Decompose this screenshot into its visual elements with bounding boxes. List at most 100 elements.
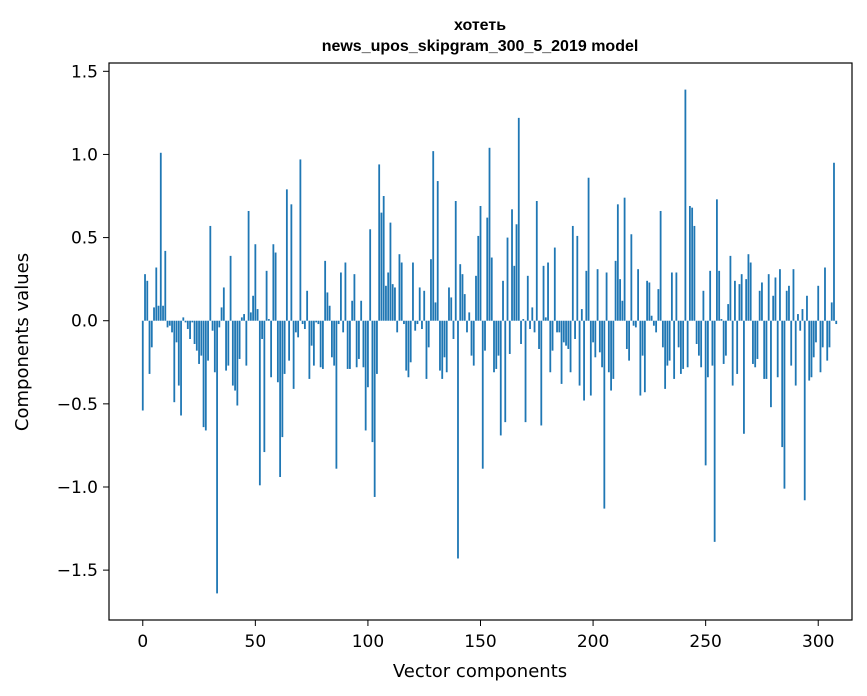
- bar: [722, 320, 725, 364]
- y-tick-label: 1.0: [71, 145, 98, 165]
- bar: [707, 320, 709, 378]
- bar: [436, 181, 439, 321]
- bar: [407, 320, 410, 378]
- bar: [731, 320, 734, 386]
- bar: [400, 262, 403, 321]
- bar: [702, 290, 705, 321]
- bar: [371, 320, 374, 443]
- bar: [630, 234, 633, 321]
- bar: [274, 252, 277, 321]
- bar: [261, 320, 264, 340]
- bar: [443, 320, 446, 358]
- bar: [321, 320, 324, 369]
- bar: [186, 320, 189, 330]
- bar: [189, 320, 191, 340]
- bar: [254, 244, 257, 321]
- bar: [470, 320, 473, 356]
- bar: [749, 262, 752, 321]
- bar: [276, 320, 279, 383]
- bar: [421, 320, 423, 330]
- y-tick-label: 0.5: [71, 229, 98, 249]
- bar: [637, 269, 640, 321]
- bar: [695, 320, 698, 344]
- bar: [292, 320, 295, 389]
- bar: [290, 204, 293, 321]
- bar: [783, 320, 786, 489]
- bar: [173, 320, 176, 403]
- bar: [601, 320, 603, 368]
- bar: [362, 320, 365, 368]
- x-tick-label: 200: [577, 632, 609, 652]
- bar: [821, 320, 824, 348]
- bar: [211, 320, 214, 331]
- bar: [797, 314, 799, 321]
- x-tick-label: 50: [245, 632, 267, 652]
- bar: [607, 320, 610, 373]
- bar: [382, 196, 385, 321]
- bar: [497, 320, 500, 356]
- bar: [330, 320, 333, 358]
- bar: [150, 320, 153, 348]
- bar: [621, 300, 624, 321]
- bar: [369, 229, 372, 321]
- bar: [747, 254, 750, 321]
- bar: [729, 255, 732, 321]
- bar: [288, 320, 291, 361]
- bar: [324, 260, 327, 321]
- bar: [364, 320, 367, 431]
- bar: [164, 250, 167, 321]
- bar-series: [141, 89, 838, 594]
- bar: [785, 290, 788, 321]
- bar: [833, 162, 835, 321]
- bar: [677, 320, 680, 348]
- bar: [461, 274, 464, 321]
- bar: [423, 290, 426, 321]
- bar: [301, 320, 304, 325]
- bar: [207, 320, 209, 361]
- bar: [297, 320, 300, 338]
- bar: [743, 320, 745, 434]
- bar: [661, 320, 664, 348]
- x-axis-ticks: 0 50 100 150 200 250 300: [137, 620, 834, 652]
- y-tick-label: −1.5: [57, 561, 98, 581]
- bar: [508, 320, 511, 354]
- bar: [310, 320, 313, 346]
- bar: [387, 272, 390, 321]
- bar: [146, 280, 149, 321]
- bar: [213, 320, 216, 373]
- bar: [434, 302, 437, 321]
- bar: [306, 290, 309, 321]
- bar: [184, 320, 187, 323]
- bar: [270, 320, 273, 378]
- y-tick-label: −1.0: [57, 478, 98, 498]
- bar: [758, 290, 761, 321]
- bar: [285, 189, 288, 321]
- bar: [711, 320, 714, 366]
- bar: [623, 197, 626, 321]
- bar: [148, 320, 151, 374]
- bar: [198, 320, 200, 364]
- bar: [792, 269, 795, 321]
- bar: [688, 205, 691, 321]
- bar: [628, 320, 631, 361]
- bar: [830, 302, 833, 321]
- bar: [511, 209, 513, 321]
- bar: [299, 159, 302, 321]
- bar: [504, 320, 507, 423]
- bar: [416, 320, 419, 325]
- bar: [614, 260, 617, 321]
- bar: [351, 300, 354, 321]
- bar: [414, 320, 417, 331]
- bar: [162, 305, 164, 321]
- bar: [610, 320, 612, 391]
- bar: [583, 320, 585, 401]
- bar: [430, 259, 432, 321]
- bar: [247, 210, 250, 321]
- bar: [218, 320, 221, 328]
- bar: [684, 89, 687, 321]
- bar: [225, 320, 227, 371]
- bar: [409, 320, 412, 363]
- bar: [725, 320, 727, 356]
- bar: [258, 320, 261, 486]
